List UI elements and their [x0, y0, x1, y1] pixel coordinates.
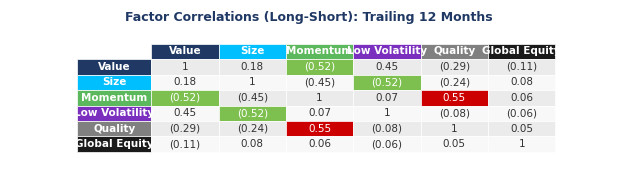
Text: (0.08): (0.08) [371, 124, 402, 134]
Text: 0.55: 0.55 [443, 93, 466, 103]
Text: 0.45: 0.45 [375, 62, 399, 72]
Bar [151, 75, 218, 90]
Text: Low Volatility: Low Volatility [347, 46, 427, 57]
Bar [354, 59, 421, 75]
Bar [151, 44, 218, 59]
Bar [421, 44, 488, 59]
Bar [77, 90, 151, 105]
Bar [286, 105, 354, 121]
Bar [421, 105, 488, 121]
Bar [286, 136, 354, 152]
Bar [286, 90, 354, 105]
Bar [218, 75, 286, 90]
Text: Quality: Quality [93, 124, 135, 134]
Text: (0.06): (0.06) [371, 139, 402, 149]
Bar [488, 121, 555, 136]
Text: 1: 1 [518, 139, 525, 149]
Text: 1: 1 [249, 77, 255, 87]
Text: (0.52): (0.52) [371, 77, 402, 87]
Text: (0.11): (0.11) [169, 139, 201, 149]
Text: (0.24): (0.24) [439, 77, 470, 87]
Text: 0.05: 0.05 [443, 139, 466, 149]
Bar [77, 75, 151, 90]
Bar [421, 75, 488, 90]
Text: Momentum: Momentum [286, 46, 353, 57]
Text: Global Equity: Global Equity [482, 46, 561, 57]
Bar [77, 136, 151, 152]
Text: 0.08: 0.08 [241, 139, 263, 149]
Text: Value: Value [98, 62, 131, 72]
Text: 0.06: 0.06 [510, 93, 533, 103]
Bar [218, 90, 286, 105]
Text: Quality: Quality [433, 46, 476, 57]
Text: 0.07: 0.07 [308, 108, 331, 118]
Text: (0.52): (0.52) [237, 108, 268, 118]
Bar [421, 90, 488, 105]
Text: (0.29): (0.29) [439, 62, 470, 72]
Bar [218, 44, 286, 59]
Bar [218, 136, 286, 152]
Text: 1: 1 [181, 62, 188, 72]
Text: 0.55: 0.55 [308, 124, 331, 134]
Bar [354, 90, 421, 105]
Bar [488, 136, 555, 152]
Text: 0.07: 0.07 [375, 93, 399, 103]
Bar [286, 44, 354, 59]
Text: (0.45): (0.45) [304, 77, 335, 87]
Text: 1: 1 [451, 124, 458, 134]
Text: 0.18: 0.18 [173, 77, 196, 87]
Text: (0.45): (0.45) [237, 93, 268, 103]
Bar [77, 105, 151, 121]
Bar [151, 90, 218, 105]
Bar [488, 75, 555, 90]
Text: Size: Size [102, 77, 126, 87]
Bar [151, 136, 218, 152]
Bar [218, 59, 286, 75]
Bar [488, 105, 555, 121]
Text: Momentum: Momentum [81, 93, 147, 103]
Text: 0.05: 0.05 [510, 124, 533, 134]
Text: Size: Size [240, 46, 265, 57]
Bar [218, 121, 286, 136]
Bar [77, 59, 151, 75]
Bar [151, 121, 218, 136]
Bar [286, 59, 354, 75]
Bar [151, 105, 218, 121]
Bar [354, 136, 421, 152]
Text: Low Volatility: Low Volatility [74, 108, 154, 118]
Text: (0.52): (0.52) [169, 93, 201, 103]
Text: 1: 1 [384, 108, 391, 118]
Text: (0.24): (0.24) [237, 124, 268, 134]
Text: (0.11): (0.11) [506, 62, 537, 72]
Bar [354, 105, 421, 121]
Text: 0.08: 0.08 [510, 77, 533, 87]
Bar [354, 44, 421, 59]
Text: 0.06: 0.06 [308, 139, 331, 149]
Bar [421, 59, 488, 75]
Text: 0.18: 0.18 [241, 62, 264, 72]
Text: 1: 1 [317, 93, 323, 103]
Bar [421, 121, 488, 136]
Bar [286, 75, 354, 90]
Text: Factor Correlations (Long-Short): Trailing 12 Months: Factor Correlations (Long-Short): Traili… [125, 11, 492, 24]
Bar [421, 136, 488, 152]
Text: 0.45: 0.45 [173, 108, 196, 118]
Bar [77, 121, 151, 136]
Bar [151, 59, 218, 75]
Bar [218, 105, 286, 121]
Text: (0.52): (0.52) [304, 62, 335, 72]
Text: (0.06): (0.06) [506, 108, 537, 118]
Bar [286, 121, 354, 136]
Bar [488, 90, 555, 105]
Text: (0.08): (0.08) [439, 108, 470, 118]
Text: (0.29): (0.29) [169, 124, 201, 134]
Bar [354, 75, 421, 90]
Bar [488, 59, 555, 75]
Bar [354, 121, 421, 136]
Bar [488, 44, 555, 59]
Text: Global Equity: Global Equity [75, 139, 154, 149]
Text: Value: Value [168, 46, 201, 57]
